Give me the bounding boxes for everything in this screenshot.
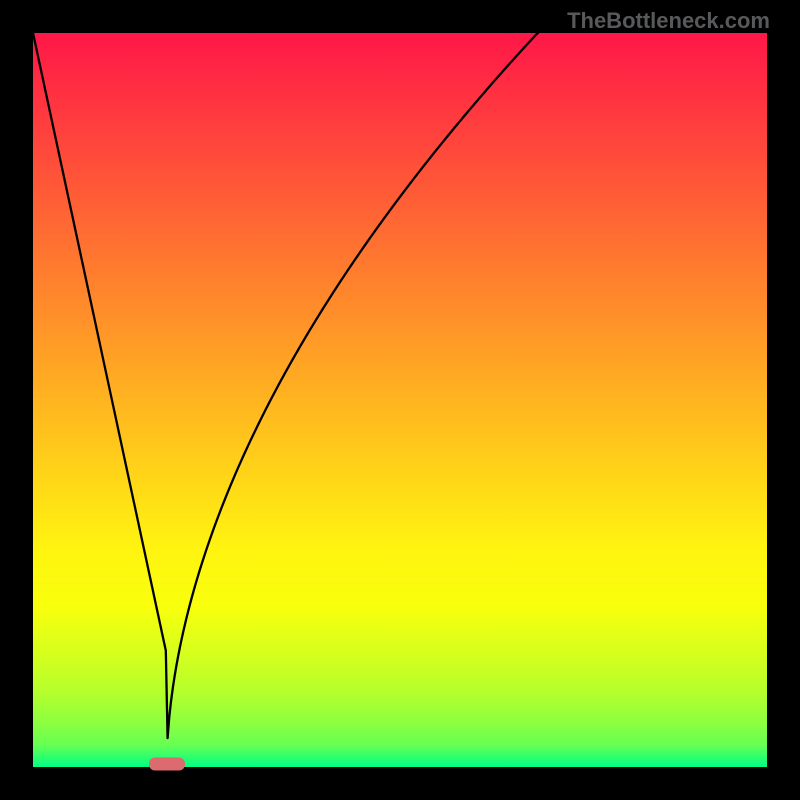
optimum-marker: [149, 758, 185, 771]
plot-area: [33, 33, 767, 767]
bottleneck-curve: [33, 33, 767, 767]
watermark-text: TheBottleneck.com: [567, 8, 770, 34]
